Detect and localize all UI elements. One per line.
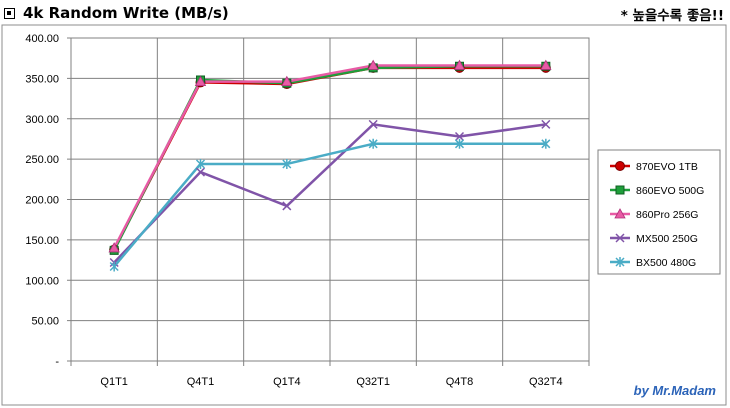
y-tick-label: 50.00 — [31, 316, 59, 328]
point-860pro-256g — [453, 59, 466, 70]
chart-title: 4k Random Write (MB/s) — [23, 4, 229, 22]
x-tick-label: Q4T8 — [446, 376, 474, 388]
x-tick-label: Q32T4 — [529, 376, 563, 388]
legend-marker-860pro-256g — [614, 208, 626, 219]
point-bx500-480g — [454, 138, 465, 149]
legend-marker-mx500-250g — [615, 233, 625, 243]
legend-label-860evo-500g: 860EVO 500G — [636, 185, 704, 197]
series-line-bx500-480g — [113, 142, 546, 268]
x-tick-label: Q32T1 — [356, 376, 390, 388]
y-axis-ticks: - 50.00 100.00 150.00 200.00 250.00 300.00 350.… — [25, 33, 71, 368]
series-markers — [108, 59, 552, 272]
point-860pro-256g — [540, 59, 552, 70]
series-lines — [113, 64, 547, 268]
point-mx500-250g — [541, 119, 551, 129]
series-line-mx500-250g — [113, 123, 547, 264]
series-line-860pro-256g — [113, 64, 546, 249]
y-tick-label: 150.00 — [25, 235, 59, 247]
author-watermark: by Mr.Madam — [634, 383, 717, 398]
y-tick-label: - — [55, 356, 59, 368]
square-bullet-icon — [4, 7, 15, 19]
point-mx500-250g — [282, 201, 292, 211]
legend-marker-bx500-480g — [615, 257, 625, 267]
point-bx500-480g — [541, 138, 551, 149]
legend-label-870evo-1tb: 870EVO 1TB — [636, 161, 698, 173]
legend: 870EVO 1TB 860EVO 500G 860Pro 256G MX500 25… — [610, 161, 704, 269]
point-860pro-256g — [108, 242, 120, 253]
point-860pro-256g — [194, 75, 207, 87]
x-tick-label: Q4T1 — [187, 376, 215, 388]
point-bx500-480g — [282, 158, 292, 169]
y-tick-label: 300.00 — [25, 114, 59, 126]
y-tick-label: 250.00 — [25, 154, 59, 166]
point-mx500-250g — [368, 119, 378, 129]
x-tick-label: Q1T1 — [100, 376, 128, 388]
point-bx500-480g — [195, 158, 206, 169]
legend-marker-860evo-500g — [615, 185, 625, 195]
y-tick-label: 350.00 — [25, 73, 59, 85]
y-tick-label: 100.00 — [25, 275, 59, 287]
gridlines — [71, 38, 589, 361]
point-mx500-250g — [195, 167, 206, 177]
point-860pro-256g — [367, 59, 379, 70]
point-mx500-250g — [454, 131, 465, 142]
legend-marker-870evo-1tb — [615, 161, 625, 171]
point-860pro-256g — [281, 75, 293, 87]
legend-label-bx500-480g: BX500 480G — [636, 257, 696, 269]
x-axis-ticks: Q1T1 Q4T1 Q1T4 Q32T1 Q4T8 Q32T4 — [70, 361, 590, 388]
higher-is-better-note: * 높을수록 좋음!! — [620, 8, 724, 24]
y-tick-label: 400.00 — [25, 33, 59, 45]
legend-label-mx500-250g: MX500 250G — [636, 233, 698, 245]
point-bx500-480g — [109, 261, 119, 272]
y-tick-label: 200.00 — [25, 195, 59, 207]
legend-label-860pro-256g: 860Pro 256G — [636, 209, 698, 221]
x-tick-label: Q1T4 — [273, 376, 301, 388]
chart-title-row: 4k Random Write (MB/s) — [4, 3, 229, 23]
point-bx500-480g — [368, 138, 378, 149]
